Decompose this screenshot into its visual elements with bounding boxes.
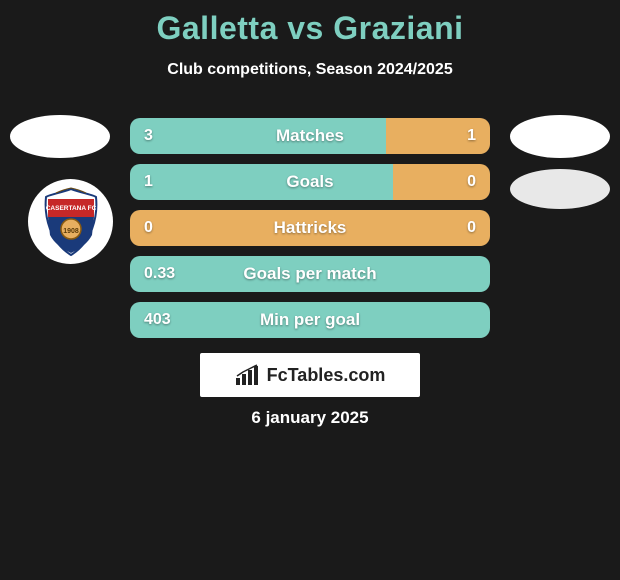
svg-text:CASERTANA FC: CASERTANA FC [45, 205, 96, 212]
stat-bar-left-segment [130, 302, 490, 338]
stat-bar-left-segment [130, 256, 490, 292]
stat-bar-bg [130, 210, 490, 246]
stat-bars: Matches31 Goals10 Hattricks00 Goals per mat… [130, 118, 490, 348]
stat-bar-row: Goals per match0.33 [130, 256, 490, 292]
branding-badge: FcTables.com [200, 353, 420, 397]
stat-bar-right-segment [130, 210, 490, 246]
svg-text:1908: 1908 [63, 228, 79, 235]
stat-bar-bg [130, 164, 490, 200]
stat-bar-left-segment [130, 118, 386, 154]
stat-bar-bg [130, 302, 490, 338]
stat-bar-row: Matches31 [130, 118, 490, 154]
stat-bar-right-segment [393, 164, 490, 200]
page-title: Galletta vs Graziani [0, 0, 620, 47]
stat-bar-right-segment [386, 118, 490, 154]
stat-bar-bg [130, 256, 490, 292]
player-right-avatar [510, 115, 610, 158]
chart-icon [235, 364, 261, 386]
stat-bar-row: Goals10 [130, 164, 490, 200]
stat-bar-row: Hattricks00 [130, 210, 490, 246]
player-left-avatar [10, 115, 110, 158]
branding-text: FcTables.com [267, 365, 386, 386]
subtitle: Club competitions, Season 2024/2025 [0, 61, 620, 79]
club-left-badge: 1908 CASERTANA FC [28, 179, 113, 264]
stat-bar-bg [130, 118, 490, 154]
date-text: 6 january 2025 [0, 408, 620, 428]
club-crest-icon: 1908 CASERTANA FC [42, 187, 100, 257]
stat-bar-row: Min per goal403 [130, 302, 490, 338]
club-right-avatar [510, 169, 610, 209]
stat-bar-left-segment [130, 164, 393, 200]
